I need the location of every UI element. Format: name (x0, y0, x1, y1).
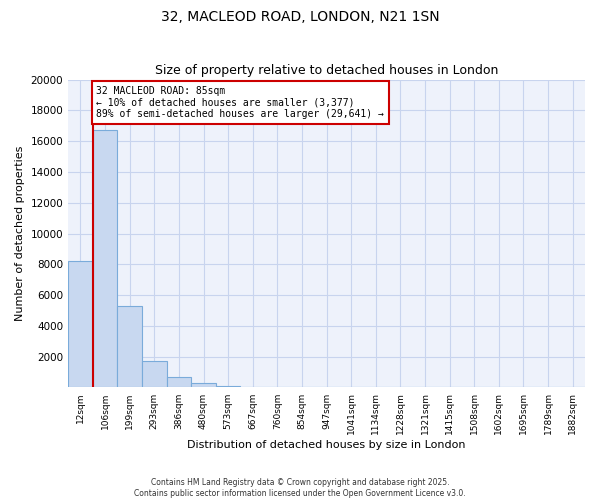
Text: Contains HM Land Registry data © Crown copyright and database right 2025.
Contai: Contains HM Land Registry data © Crown c… (134, 478, 466, 498)
Bar (118, 306, 142, 388)
Bar (191, 383, 216, 388)
X-axis label: Distribution of detached houses by size in London: Distribution of detached houses by size … (187, 440, 466, 450)
Text: 32, MACLEOD ROAD, LONDON, N21 1SN: 32, MACLEOD ROAD, LONDON, N21 1SN (161, 10, 439, 24)
Title: Size of property relative to detached houses in London: Size of property relative to detached ho… (155, 64, 498, 77)
Bar (216, 386, 241, 388)
Y-axis label: Number of detached properties: Number of detached properties (15, 146, 25, 321)
Bar (167, 376, 191, 388)
Bar (241, 386, 265, 388)
Bar (93, 130, 118, 388)
Text: 32 MACLEOD ROAD: 85sqm
← 10% of detached houses are smaller (3,377)
89% of semi-: 32 MACLEOD ROAD: 85sqm ← 10% of detached… (97, 86, 385, 119)
Bar (142, 360, 167, 388)
Bar (68, 261, 93, 388)
